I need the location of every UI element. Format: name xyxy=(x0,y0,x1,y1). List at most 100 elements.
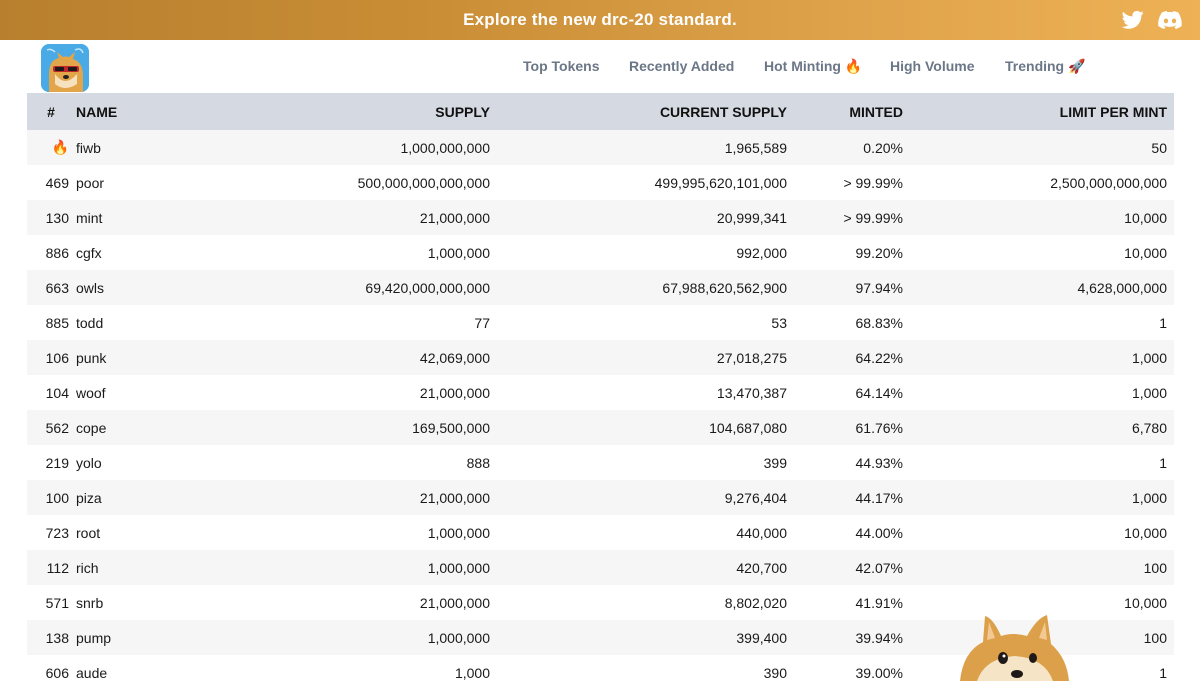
cell-rank: 469 xyxy=(45,174,69,191)
announcement-banner[interactable]: Explore the new drc-20 standard. xyxy=(0,0,1200,40)
cell-supply: 21,000,000 xyxy=(419,594,490,611)
table-header: # NAME SUPPLY CURRENT SUPPLY MINTED LIMI… xyxy=(27,93,1174,130)
cell-current-supply: 20,999,341 xyxy=(716,209,787,226)
header-rank[interactable]: # xyxy=(47,103,55,120)
cell-name: woof xyxy=(76,384,106,401)
cell-name: todd xyxy=(76,314,104,331)
header-name[interactable]: NAME xyxy=(76,103,118,120)
doge-logo[interactable] xyxy=(41,44,89,92)
cell-name: mint xyxy=(76,209,103,226)
cell-current-supply: 420,700 xyxy=(736,559,787,576)
cell-name: rich xyxy=(76,559,99,576)
cell-limit-per-mint: 1,000 xyxy=(1131,489,1167,506)
cell-rank: 112 xyxy=(46,559,69,576)
cell-minted: 44.17% xyxy=(855,489,903,506)
cell-rank: 138 xyxy=(45,629,69,646)
cell-minted: 44.93% xyxy=(855,454,903,471)
cell-limit-per-mint: 100 xyxy=(1143,559,1167,576)
nav-recently-added[interactable]: Recently Added xyxy=(629,58,735,74)
header-supply[interactable]: SUPPLY xyxy=(435,103,490,120)
header-row: # NAME SUPPLY CURRENT SUPPLY MINTED LIMI… xyxy=(27,93,1174,130)
table-row[interactable]: 🔥 fiwb 1,000,000,000 1,965,589 0.20% 50 xyxy=(27,130,1174,165)
nav-hot-minting[interactable]: Hot Minting 🔥 xyxy=(764,58,863,74)
cell-supply: 77 xyxy=(474,314,490,331)
twitter-icon[interactable] xyxy=(1121,10,1144,30)
cell-minted: 64.14% xyxy=(855,384,903,401)
table-row[interactable]: 106 punk 42,069,000 27,018,275 64.22% 1,000 xyxy=(27,340,1174,375)
cell-limit-per-mint: 2,500,000,000,000 xyxy=(1050,174,1167,191)
cell-supply: 500,000,000,000,000 xyxy=(357,174,490,191)
tokens-table: # NAME SUPPLY CURRENT SUPPLY MINTED LIMI… xyxy=(27,93,1174,681)
cell-limit-per-mint: 50 xyxy=(1151,139,1167,156)
cell-limit-per-mint: 100 xyxy=(1143,629,1167,646)
cell-rank: 219 xyxy=(45,454,69,471)
cell-rank: 663 xyxy=(45,279,69,296)
cell-name: poor xyxy=(76,174,105,191)
cell-minted: 64.22% xyxy=(855,349,903,366)
cell-minted: 44.00% xyxy=(855,524,903,541)
cell-current-supply: 53 xyxy=(771,314,787,331)
cell-supply: 1,000,000 xyxy=(427,524,490,541)
cell-current-supply: 992,000 xyxy=(736,244,787,261)
cell-rank: 106 xyxy=(45,349,69,366)
table-row[interactable]: 886 cgfx 1,000,000 992,000 99.20% 10,000 xyxy=(27,235,1174,270)
cell-minted: 39.94% xyxy=(855,629,903,646)
cell-name: pump xyxy=(76,629,112,646)
cell-rank: 885 xyxy=(45,314,69,331)
cell-rank: 130 xyxy=(45,209,69,226)
table-row[interactable]: 130 mint 21,000,000 20,999,341 > 99.99% 10,00… xyxy=(27,200,1174,235)
cell-rank: 606 xyxy=(45,664,69,681)
nav-high-volume[interactable]: High Volume xyxy=(890,58,975,74)
cell-limit-per-mint: 4,628,000,000 xyxy=(1077,279,1167,296)
cell-supply: 69,420,000,000,000 xyxy=(365,279,490,296)
cell-rank: 🔥 xyxy=(51,139,69,155)
cell-current-supply: 9,276,404 xyxy=(724,489,787,506)
banner-text[interactable]: Explore the new drc-20 standard. xyxy=(463,10,737,29)
table-row[interactable]: 885 todd 77 53 68.83% 1 xyxy=(27,305,1174,340)
table-row[interactable]: 112 rich 1,000,000 420,700 42.07% 100 xyxy=(27,550,1174,585)
cell-name: yolo xyxy=(76,454,102,471)
table-row[interactable]: 562 cope 169,500,000 104,687,080 61.76% 6,780 xyxy=(27,410,1174,445)
cell-current-supply: 1,965,589 xyxy=(724,139,787,156)
cell-supply: 1,000 xyxy=(454,664,490,681)
cell-rank: 723 xyxy=(45,524,69,541)
cell-rank: 104 xyxy=(45,384,69,401)
cell-supply: 169,500,000 xyxy=(412,419,490,436)
cell-limit-per-mint: 10,000 xyxy=(1124,594,1167,611)
cell-minted: > 99.99% xyxy=(843,209,903,226)
cell-minted: 68.83% xyxy=(855,314,903,331)
table-row[interactable]: 100 piza 21,000,000 9,276,404 44.17% 1,000 xyxy=(27,480,1174,515)
cell-name: fiwb xyxy=(76,139,101,156)
header-limit-per-mint[interactable]: LIMIT PER MINT xyxy=(1059,103,1167,120)
cell-name: punk xyxy=(76,349,107,366)
cell-rank: 562 xyxy=(45,419,69,436)
table-row[interactable]: 723 root 1,000,000 440,000 44.00% 10,000 xyxy=(27,515,1174,550)
cell-current-supply: 67,988,620,562,900 xyxy=(662,279,787,296)
cell-minted: 42.07% xyxy=(855,559,903,576)
cell-minted: 41.91% xyxy=(855,594,903,611)
cell-limit-per-mint: 1 xyxy=(1159,314,1167,331)
table-row[interactable]: 219 yolo 888 399 44.93% 1 xyxy=(27,445,1174,480)
table-row[interactable]: 469 poor 500,000,000,000,000 499,995,620,10… xyxy=(27,165,1174,200)
table-body: 🔥 fiwb 1,000,000,000 1,965,589 0.20% 50 469 poo… xyxy=(27,130,1174,681)
discord-icon[interactable] xyxy=(1158,10,1182,30)
header-current-supply[interactable]: CURRENT SUPPLY xyxy=(659,103,787,120)
nav-trending[interactable]: Trending 🚀 xyxy=(1005,58,1086,74)
nav-top-tokens[interactable]: Top Tokens xyxy=(523,58,600,74)
cell-limit-per-mint: 1 xyxy=(1159,454,1167,471)
cell-supply: 1,000,000 xyxy=(427,559,490,576)
cell-supply: 888 xyxy=(466,454,490,471)
cell-name: owls xyxy=(76,279,105,296)
cell-name: cgfx xyxy=(76,244,102,261)
doge-mascot xyxy=(955,612,1070,681)
cell-current-supply: 440,000 xyxy=(736,524,787,541)
cell-supply: 21,000,000 xyxy=(419,489,490,506)
table-row[interactable]: 571 snrb 21,000,000 8,802,020 41.91% 10,000 xyxy=(27,585,1174,620)
cell-current-supply: 390 xyxy=(763,664,787,681)
cell-supply: 21,000,000 xyxy=(419,384,490,401)
table-row[interactable]: 663 owls 69,420,000,000,000 67,988,620,562,… xyxy=(27,270,1174,305)
table-row[interactable]: 104 woof 21,000,000 13,470,387 64.14% 1,000 xyxy=(27,375,1174,410)
cell-supply: 1,000,000 xyxy=(427,629,490,646)
cell-name: piza xyxy=(76,489,102,506)
header-minted[interactable]: MINTED xyxy=(849,103,903,120)
